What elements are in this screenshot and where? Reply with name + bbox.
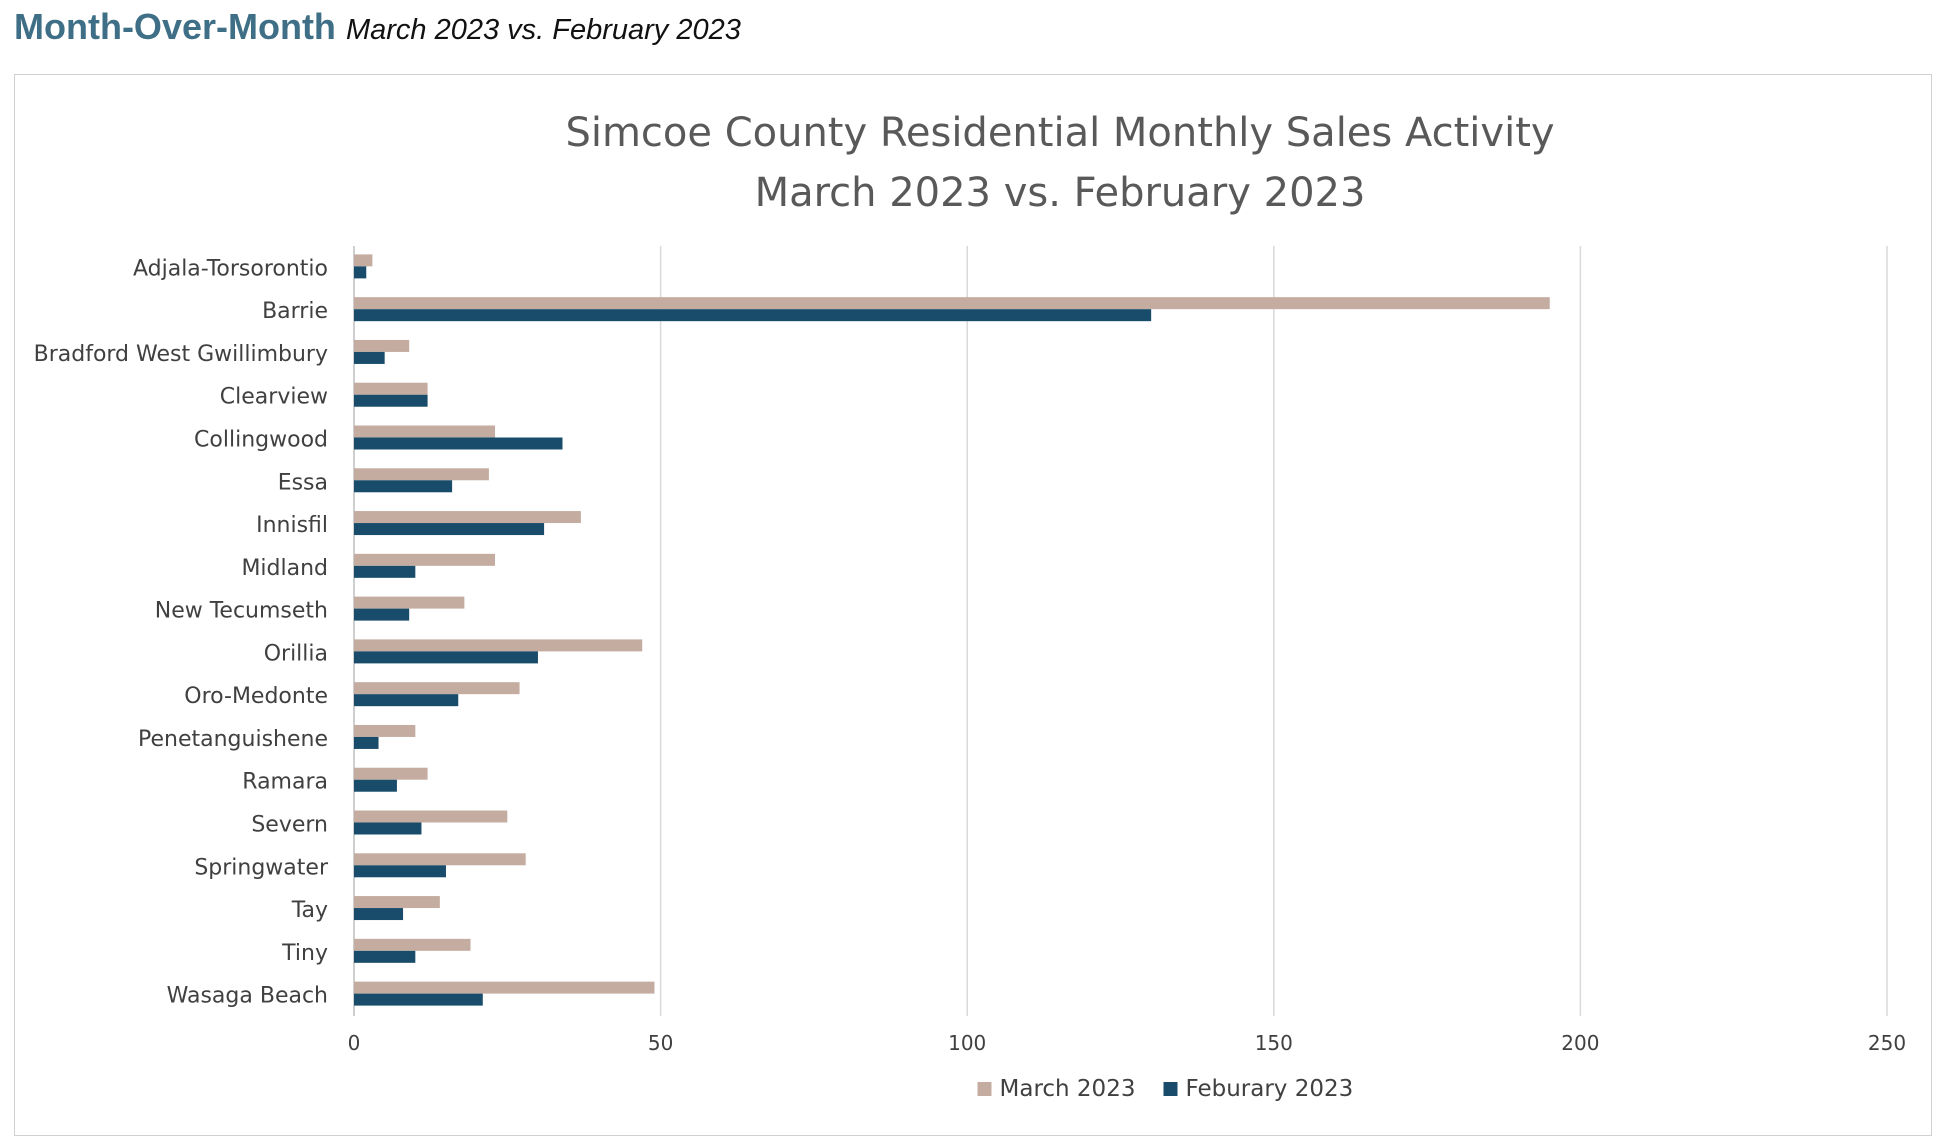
- chart-frame: Simcoe County Residential Monthly Sales …: [14, 74, 1932, 1136]
- bar: [354, 309, 1152, 322]
- bars: [354, 254, 1550, 1006]
- chart-title-line-1: Simcoe County Residential Monthly Sales …: [565, 110, 1554, 156]
- legend-swatch: [977, 1082, 992, 1096]
- bar: [354, 694, 459, 707]
- bar: [354, 810, 508, 823]
- x-tick-label: 50: [648, 1031, 673, 1055]
- bar: [354, 682, 520, 695]
- bar: [354, 425, 496, 438]
- category-label: Springwater: [194, 855, 329, 880]
- bar: [354, 297, 1550, 310]
- category-label: Oro-Medonte: [184, 684, 328, 709]
- bar: [354, 382, 428, 395]
- x-tick-label: 200: [1561, 1031, 1599, 1055]
- bar: [354, 779, 397, 792]
- category-label: Essa: [278, 470, 328, 495]
- bar: [354, 651, 538, 664]
- bar: [354, 950, 416, 963]
- category-label: Severn: [251, 813, 328, 838]
- bar: [354, 981, 655, 994]
- category-label: New Tecumseth: [155, 599, 328, 624]
- x-tick-label: 0: [348, 1031, 361, 1055]
- x-axis-tick-labels: 0 50 100 150 200 250: [348, 1031, 1906, 1055]
- legend-swatch: [1163, 1082, 1178, 1096]
- bar: [354, 736, 379, 749]
- category-label: Midland: [241, 556, 328, 581]
- bar: [354, 938, 471, 951]
- category-label: Tay: [291, 898, 328, 923]
- category-label: Collingwood: [194, 428, 328, 453]
- bar: [354, 266, 367, 279]
- bar: [354, 908, 404, 921]
- legend: March 2023 Feburary 2023: [977, 1076, 1354, 1102]
- bar: [354, 437, 563, 450]
- bar: [354, 993, 483, 1006]
- category-label: Orillia: [264, 641, 328, 666]
- category-label: Clearview: [220, 385, 328, 410]
- header-title: Month-Over-Month: [14, 6, 336, 47]
- bar: [354, 511, 581, 524]
- x-tick-label: 100: [948, 1031, 986, 1055]
- x-tick-label: 250: [1868, 1031, 1906, 1055]
- page-header: Month-Over-Month March 2023 vs. February …: [14, 6, 741, 56]
- bar: [354, 767, 428, 780]
- chart-title-line-2: March 2023 vs. February 2023: [755, 170, 1366, 216]
- bar: [354, 822, 422, 835]
- bar: [354, 565, 416, 578]
- gridlines: [353, 246, 1888, 1016]
- bar: [354, 853, 526, 866]
- bar: [354, 865, 446, 878]
- legend-label: March 2023: [1000, 1076, 1136, 1102]
- category-label: Wasaga Beach: [167, 984, 328, 1009]
- header-subtitle: March 2023 vs. February 2023: [345, 14, 741, 46]
- bar: [354, 608, 410, 621]
- category-label: Tiny: [281, 941, 328, 966]
- bar: [354, 724, 416, 737]
- bar: [354, 896, 440, 909]
- x-tick-label: 150: [1255, 1031, 1293, 1055]
- bar-chart: Simcoe County Residential Monthly Sales …: [34, 110, 1906, 1102]
- bar: [354, 468, 489, 481]
- category-label: Innisfil: [256, 513, 328, 538]
- bar: [354, 639, 643, 652]
- category-label: Barrie: [262, 299, 328, 324]
- category-labels: Adjala-Torsorontio Barrie Bradford West Gw…: [34, 256, 329, 1008]
- bar: [354, 351, 385, 364]
- category-label: Ramara: [242, 770, 328, 795]
- category-label: Adjala-Torsorontio: [133, 256, 328, 281]
- bar: [354, 596, 465, 609]
- bar: [354, 254, 373, 267]
- bar: [354, 339, 410, 352]
- legend-label: Feburary 2023: [1186, 1076, 1354, 1102]
- bar: [354, 523, 545, 536]
- bar: [354, 553, 496, 566]
- bar: [354, 480, 453, 493]
- category-label: Penetanguishene: [138, 727, 328, 752]
- category-label: Bradford West Gwillimbury: [34, 342, 328, 367]
- bar: [354, 394, 428, 407]
